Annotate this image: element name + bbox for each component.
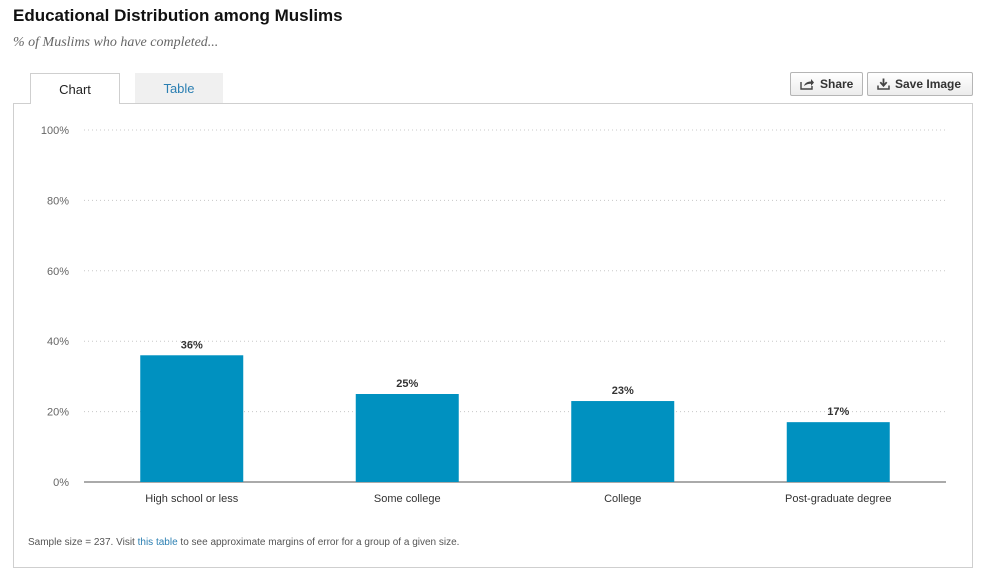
y-tick-label: 80% [47, 195, 69, 207]
bar-value-label: 23% [612, 385, 634, 397]
download-icon [877, 78, 890, 90]
note-text-after: to see approximate margins of error for … [177, 537, 460, 548]
tab-chart[interactable]: Chart [30, 73, 120, 104]
x-tick-label: Some college [374, 493, 441, 505]
x-tick-label: Post-graduate degree [785, 493, 891, 505]
sample-size-note: Sample size = 237. Visit this table to s… [28, 537, 459, 548]
bar-value-label: 17% [827, 406, 849, 418]
bar [786, 422, 890, 482]
save-image-label: Save Image [895, 77, 962, 91]
share-label: Share [820, 77, 854, 91]
bar-value-label: 36% [181, 339, 203, 351]
chart-title: Educational Distribution among Muslims [13, 6, 343, 25]
x-tick-label: High school or less [145, 493, 238, 505]
y-tick-label: 100% [41, 125, 69, 137]
bar [571, 401, 675, 482]
note-text-before: Sample size = 237. Visit [28, 537, 138, 548]
y-tick-label: 20% [47, 407, 69, 419]
save-image-button[interactable]: Save Image [867, 72, 973, 96]
tab-table[interactable]: Table [135, 73, 223, 103]
share-icon [800, 79, 814, 90]
y-tick-label: 60% [47, 266, 69, 278]
margin-of-error-table-link[interactable]: this table [137, 537, 178, 548]
y-tick-label: 0% [53, 477, 69, 489]
chart-panel [13, 103, 973, 568]
share-button[interactable]: Share [790, 72, 863, 96]
y-tick-label: 40% [47, 336, 69, 348]
bar-value-label: 25% [396, 378, 418, 390]
bar [355, 394, 459, 482]
x-tick-label: College [604, 493, 641, 505]
chart-subtitle: % of Muslims who have completed... [13, 35, 219, 50]
bar [140, 355, 244, 482]
